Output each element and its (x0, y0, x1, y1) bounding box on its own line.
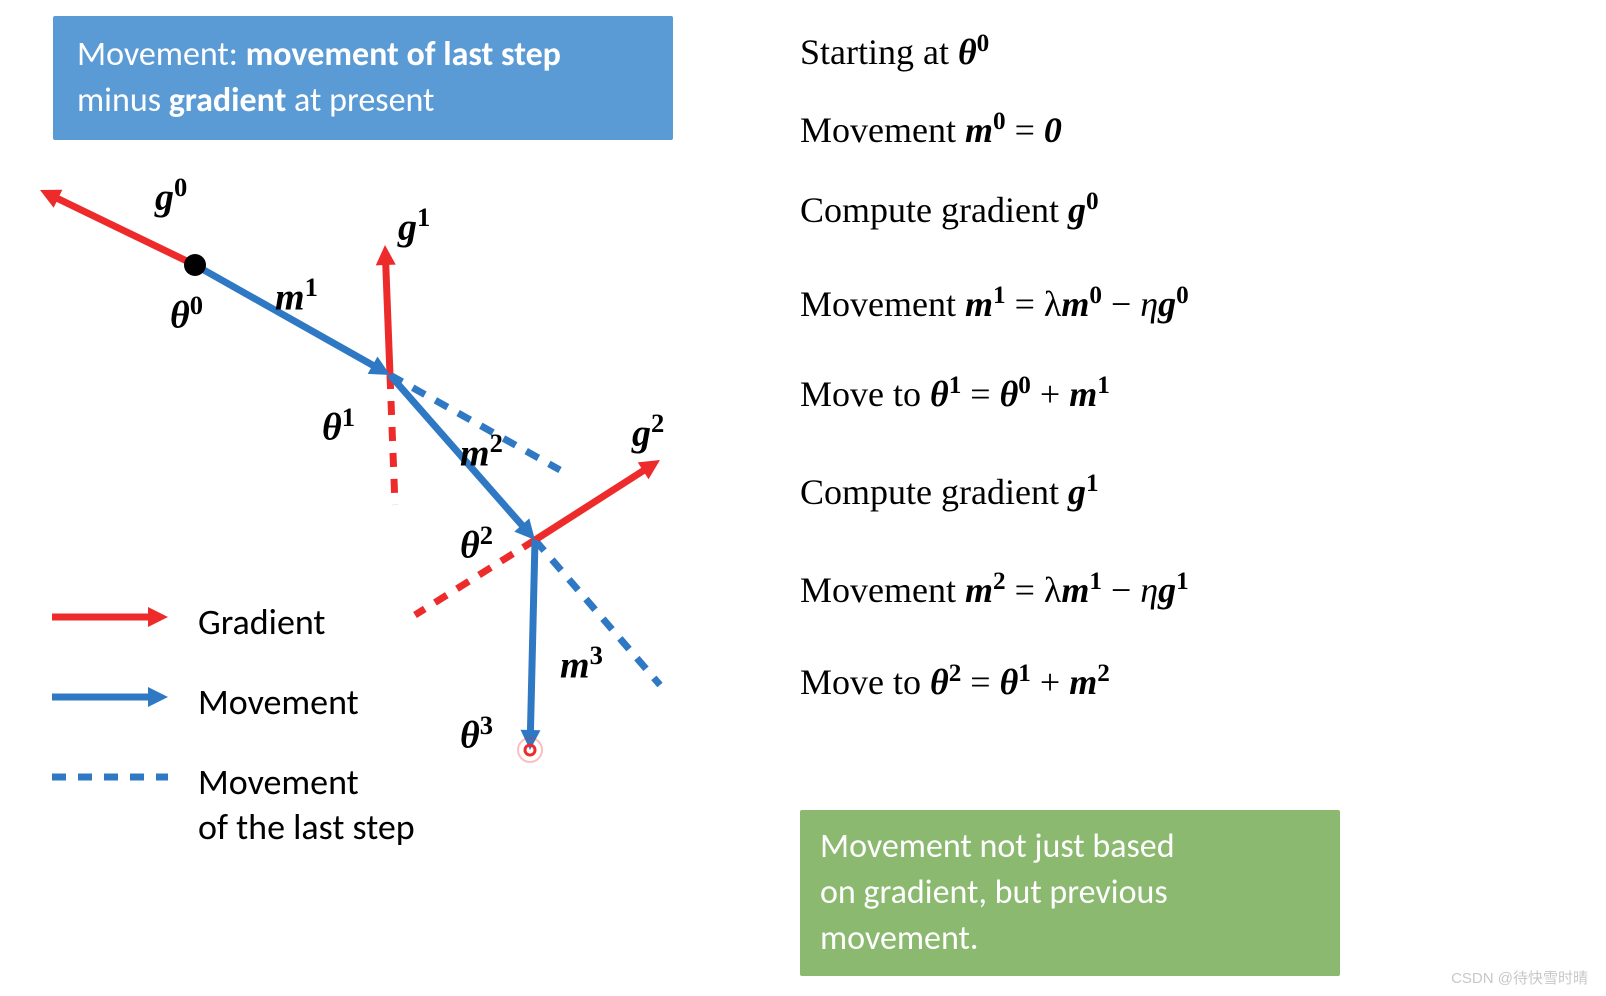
header-bold1: movement of last step (246, 34, 561, 75)
legend-label: Movement (198, 680, 359, 725)
diagram-label-5: m2 (460, 428, 503, 476)
watermark: CSDN @待快雪时晴 (1451, 967, 1588, 988)
equation-line-0: Starting at θ0 (800, 30, 989, 73)
footer-box: Movement not just based on gradient, but… (800, 810, 1340, 976)
legend-arrow-icon (50, 680, 180, 714)
equation-line-6: Movement m2 = λm1 − ηg1 (800, 568, 1189, 611)
equation-line-1: Movement m0 = 0 (800, 108, 1062, 151)
arrow-g1 (376, 245, 396, 375)
diagram-label-1: θ0 (170, 290, 203, 338)
start-dot (184, 254, 206, 276)
legend-row-2: Movement of the last step (50, 760, 415, 850)
equation-line-5: Compute gradient g1 (800, 470, 1099, 513)
arrow-g2 (535, 460, 660, 540)
equation-line-2: Compute gradient g0 (800, 188, 1099, 231)
footer-l1: Movement not just based (820, 824, 1320, 870)
footer-l2: on gradient, but previous (820, 870, 1320, 916)
arrow-neg-g1 (390, 375, 395, 505)
legend-arrow-icon (50, 600, 180, 634)
diagram-label-7: θ2 (460, 520, 493, 568)
legend-row-1: Movement (50, 680, 359, 725)
header-mid: minus (77, 80, 169, 121)
legend-row-0: Gradient (50, 600, 326, 645)
diagram-label-8: m3 (560, 640, 603, 688)
footer-l3: movement. (820, 916, 1320, 962)
diagram-label-6: g2 (632, 408, 664, 456)
legend-label: Gradient (198, 600, 326, 645)
header-suffix: at present (286, 80, 434, 121)
diagram-label-4: θ1 (322, 402, 355, 450)
header-prefix: Movement: (77, 34, 246, 75)
legend-label: Movement of the last step (198, 760, 415, 850)
diagram-label-9: θ3 (460, 710, 493, 758)
header-bold2: gradient (169, 80, 287, 121)
diagram-label-0: g0 (155, 172, 187, 220)
equation-line-4: Move to θ1 = θ0 + m1 (800, 372, 1110, 415)
diagram-label-3: g1 (398, 202, 430, 250)
header-box: Movement: movement of last step minus gr… (53, 16, 673, 140)
equation-line-7: Move to θ2 = θ1 + m2 (800, 660, 1110, 703)
equation-line-3: Movement m1 = λm0 − ηg0 (800, 282, 1189, 325)
diagram-label-2: m1 (275, 272, 318, 320)
arrow-m3 (520, 540, 540, 750)
legend-arrow-icon (50, 760, 180, 794)
